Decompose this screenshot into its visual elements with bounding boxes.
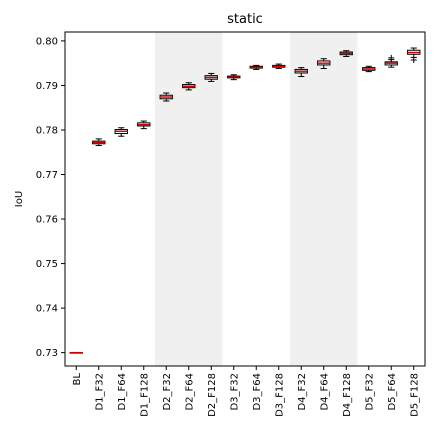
- y-axis-label: IoU: [14, 191, 25, 207]
- y-tick-label: 0.79: [36, 81, 58, 92]
- x-tick-label: D2_F64: [184, 373, 195, 411]
- x-tick-label: D5_F64: [387, 373, 398, 411]
- box-d1-f64: [114, 127, 128, 137]
- x-tick-label: D5_F128: [409, 373, 420, 417]
- box-d4-f128: [339, 50, 353, 57]
- box-d5-f32: [362, 65, 376, 73]
- box-d2-f32: [159, 92, 173, 102]
- box-d5-f128: [407, 47, 421, 64]
- box-flier: [388, 54, 395, 61]
- y-tick-label: 0.78: [36, 125, 58, 136]
- x-tick-label: BL: [72, 373, 83, 386]
- box-d2-f64: [182, 82, 196, 91]
- y-tick-label: 0.80: [36, 36, 58, 47]
- x-tick-label: D1_F32: [94, 373, 105, 411]
- plot-area-frame: [64, 31, 426, 367]
- y-tick-label: 0.73: [36, 348, 58, 359]
- x-tick-label: D4_F32: [297, 373, 308, 411]
- x-tick-label: D5_F32: [364, 373, 375, 411]
- y-tick-label: 0.75: [36, 259, 58, 270]
- x-tick-label: D3_F32: [229, 373, 240, 411]
- box-series: [69, 47, 421, 354]
- x-tick-label: D1_F128: [139, 373, 150, 417]
- box-d5-f64: [384, 54, 398, 68]
- y-tick-label: 0.76: [36, 215, 58, 226]
- box-d2-f128: [204, 72, 218, 82]
- box-d3-f32: [227, 74, 241, 81]
- group-shading: [155, 32, 358, 366]
- box-flier: [410, 57, 417, 64]
- x-axis: BL D1_F32 D1_F64 D1_F128 D2_F32 D2_F64 D2_F128…: [72, 366, 420, 417]
- chart-title: static: [227, 12, 263, 27]
- box-d3-f128: [272, 63, 286, 70]
- x-tick-label: D1_F64: [117, 373, 128, 411]
- shade-band-d2: [155, 32, 223, 366]
- box-bl: [69, 351, 83, 354]
- box-d1-f128: [137, 120, 151, 130]
- box-d3-f64: [249, 64, 263, 70]
- shade-band-d4: [290, 32, 358, 366]
- x-tick-label: D4_F128: [342, 373, 353, 417]
- y-tick-label: 0.77: [36, 170, 58, 181]
- box-d1-f32: [92, 138, 106, 147]
- x-tick-label: D4_F64: [319, 373, 330, 411]
- y-axis: 0.73 0.74 0.75 0.76 0.77 0.78 0.79 0.80: [36, 36, 65, 359]
- x-tick-label: D3_F64: [252, 373, 263, 411]
- y-tick-label: 0.74: [36, 304, 58, 315]
- x-tick-label: D2_F128: [207, 373, 218, 417]
- box-d4-f32: [294, 67, 308, 78]
- box-d4-f64: [317, 58, 331, 70]
- x-tick-label: D2_F32: [162, 373, 173, 411]
- x-tick-label: D3_F128: [274, 373, 285, 417]
